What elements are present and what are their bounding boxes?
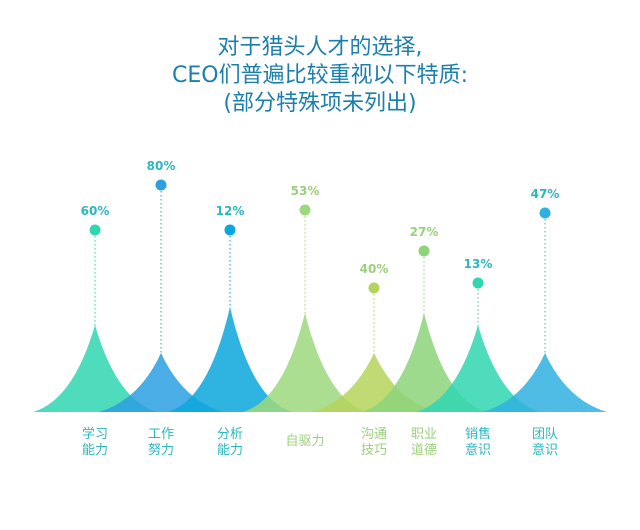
marker-dot-6 [472,277,484,289]
marker-dot-2 [224,224,236,236]
category-label-4-line-1: 技巧 [361,443,387,458]
category-label-7-line-0: 团队 [532,427,558,442]
category-label-1-line-1: 努力 [148,443,174,458]
value-label-6: 13% [464,257,493,271]
category-label-6-line-0: 销售 [465,426,491,442]
value-label-2: 12% [216,204,245,218]
peak-3 [243,313,367,412]
markers-layer [89,179,551,294]
category-label-7-line-1: 意识 [532,442,558,458]
chart-title: 对于猎头人才的选择, CEO们普遍比较重视以下特质: (部分特殊项未列出) [0,34,640,118]
peak-6 [416,325,540,412]
peak-2 [168,307,292,412]
marker-dot-1 [155,179,167,191]
category-label-0-line-0: 学习 [82,426,108,442]
value-labels-layer: 60% 80% 12% 53% 40% 27% 13% 47% [81,159,560,276]
value-label-4: 40% [360,262,389,276]
category-label-6-line-1: 意识 [465,442,491,458]
title-line-2: CEO们普遍比较重视以下特质: [172,63,468,88]
category-label-3-line-0: 自驱力 [285,434,324,449]
title-line-1: 对于猎头人才的选择, [217,35,423,60]
category-label-2-line-0: 分析 [217,427,243,442]
title-line-3: (部分特殊项未列出) [223,91,417,116]
category-label-1-line-0: 工作 [148,427,174,442]
marker-dot-4 [368,282,380,294]
marker-dot-0 [89,224,101,236]
category-label-5-line-0: 职业 [411,427,437,442]
value-label-3: 53% [291,184,320,198]
value-label-5: 27% [410,225,439,239]
value-label-7: 47% [531,187,560,201]
value-label-0: 60% [81,204,110,218]
peaks-layer [33,307,607,412]
peak-0 [33,325,157,412]
peak-5 [362,313,486,412]
category-label-4-line-0: 沟通 [361,427,387,442]
marker-dot-3 [299,204,311,216]
category-label-0-line-1: 能力 [82,443,108,458]
category-label-2-line-1: 能力 [217,443,243,458]
peak-7 [483,353,607,412]
marker-dot-5 [418,245,430,257]
leader-lines-layer [94,191,546,357]
category-label-5-line-1: 道德 [411,443,437,458]
marker-dot-7 [539,207,551,219]
value-label-1: 80% [147,159,176,173]
